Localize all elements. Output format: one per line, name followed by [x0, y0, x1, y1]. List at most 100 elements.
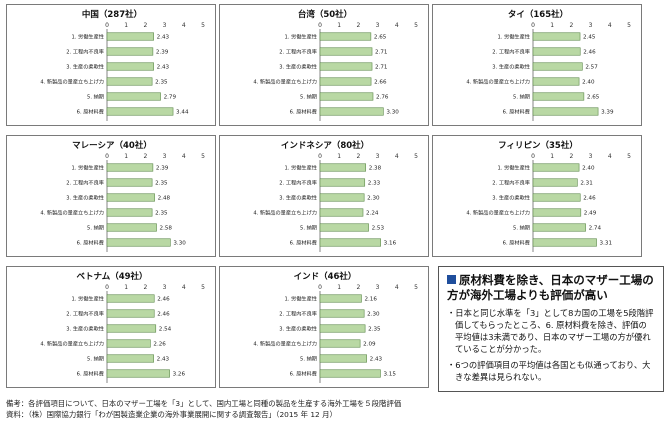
- value-label: 2.79: [164, 95, 177, 101]
- category-label: 1. 労働生産性: [71, 295, 104, 303]
- category-label: 6. 原材料費: [290, 108, 317, 116]
- value-label: 2.30: [367, 196, 380, 202]
- value-label: 2.35: [155, 211, 168, 217]
- value-label: 3.30: [386, 110, 399, 116]
- axis-tick-label: 2: [143, 153, 147, 160]
- value-label: 2.65: [374, 35, 387, 41]
- category-label: 5. 納期: [87, 93, 104, 101]
- category-label: 5. 納期: [513, 224, 530, 232]
- bar: [106, 309, 155, 318]
- axis-tick-label: 5: [414, 22, 418, 29]
- value-label: 2.49: [584, 211, 597, 217]
- value-label: 2.09: [363, 342, 376, 348]
- chart-panel-indonesia: インドネシア（80社） 0 1 2 3 4 5 1. 労働生産性 2.38 2. 工程内不良率 2.…: [219, 135, 429, 257]
- bar: [106, 107, 174, 116]
- bar: [532, 163, 580, 172]
- axis-tick-label: 0: [318, 22, 322, 29]
- value-label: 2.53: [372, 226, 385, 232]
- bar: [319, 92, 374, 101]
- value-label: 2.16: [364, 297, 377, 303]
- axis-tick-label: 5: [201, 284, 205, 291]
- category-label: 2. 工程内不良率: [492, 179, 530, 187]
- axis-tick-label: 0: [105, 153, 109, 160]
- category-label: 4. 新製品の量産立ち上げ力: [253, 78, 317, 86]
- category-label: 3. 生産の柔軟性: [279, 63, 317, 71]
- category-label: 4. 新製品の量産立ち上げ力: [253, 209, 317, 217]
- axis-tick-label: 4: [608, 153, 612, 160]
- axis-tick-label: 4: [395, 284, 399, 291]
- value-label: 2.54: [159, 327, 172, 333]
- chart-panel-thailand: タイ（165社） 0 1 2 3 4 5 1. 労働生産性 2.45 2. 工程内不良率 2.46 3…: [432, 4, 642, 126]
- bar: [319, 62, 373, 71]
- value-label: 3.31: [600, 241, 613, 247]
- category-label: 5. 納期: [87, 224, 104, 232]
- summary-note-item-2: ・6つの評価項目の平均値は各国とも似通っており、大きな差異は見られない。: [447, 360, 651, 382]
- bar: [319, 294, 362, 303]
- axis-tick-label: 3: [163, 22, 167, 29]
- bar: [532, 208, 582, 217]
- category-label: 3. 生産の柔軟性: [66, 63, 104, 71]
- value-label: 2.43: [157, 357, 170, 363]
- value-label: 2.46: [157, 297, 170, 303]
- bar: [106, 223, 157, 232]
- value-label: 2.46: [157, 312, 170, 318]
- bar: [532, 32, 581, 41]
- category-label: 5. 納期: [300, 224, 317, 232]
- category-label: 1. 労働生産性: [71, 164, 104, 172]
- value-label: 2.33: [368, 181, 381, 187]
- category-label: 1. 労働生産性: [71, 33, 104, 41]
- bar: [106, 163, 154, 172]
- value-label: 2.45: [583, 35, 596, 41]
- value-label: 2.46: [583, 50, 596, 56]
- value-label: 2.43: [157, 35, 170, 41]
- chart-panel-malaysia: マレーシア（40社） 0 1 2 3 4 5 1. 労働生産性 2.39 2. 工程内不良率 2.3…: [6, 135, 216, 257]
- bar: [319, 107, 384, 116]
- axis-tick-label: 4: [182, 22, 186, 29]
- bar: [319, 178, 366, 187]
- category-label: 3. 生産の柔軟性: [492, 194, 530, 202]
- bar-chart-svg: インドネシア（80社） 0 1 2 3 4 5 1. 労働生産性 2.38 2. 工程内不良率 2.…: [253, 140, 418, 252]
- axis-tick-label: 1: [550, 153, 554, 160]
- value-label: 2.24: [366, 211, 379, 217]
- axis-tick-label: 1: [337, 284, 341, 291]
- chart-title: 台湾（50社）: [298, 9, 352, 20]
- category-label: 6. 原材料費: [503, 108, 530, 116]
- summary-note-title: 原材料費を除き、日本のマザー工場の方が海外工場よりも評価が高い: [447, 273, 654, 302]
- category-label: 4. 新製品の量産立ち上げ力: [253, 340, 317, 348]
- axis-tick-label: 3: [376, 284, 380, 291]
- value-label: 2.48: [158, 196, 171, 202]
- bar: [532, 62, 583, 71]
- category-label: 1. 労働生産性: [284, 164, 317, 172]
- category-label: 4. 新製品の量産立ち上げ力: [40, 78, 104, 86]
- axis-tick-label: 4: [182, 284, 186, 291]
- value-label: 3.16: [384, 241, 397, 247]
- category-label: 5. 納期: [513, 93, 530, 101]
- chart-title: マレーシア（40社）: [72, 140, 152, 151]
- axis-tick-label: 1: [337, 153, 341, 160]
- bar: [106, 32, 154, 41]
- category-label: 6. 原材料費: [290, 370, 317, 378]
- value-label: 2.31: [580, 181, 593, 187]
- summary-note-title-row: 原材料費を除き、日本のマザー工場の方が海外工場よりも評価が高い: [447, 273, 655, 303]
- bar: [532, 92, 585, 101]
- category-label: 6. 原材料費: [77, 370, 104, 378]
- axis-tick-label: 5: [414, 284, 418, 291]
- category-label: 2. 工程内不良率: [279, 179, 317, 187]
- chart-panel-china: 中国（287社） 0 1 2 3 4 5 1. 労働生産性 2.43 2. 工程内不良率 2.39 3…: [6, 4, 216, 126]
- category-label: 4. 新製品の量産立ち上げ力: [40, 340, 104, 348]
- value-label: 2.38: [369, 166, 382, 172]
- axis-tick-label: 0: [531, 153, 535, 160]
- value-label: 2.66: [374, 80, 387, 86]
- bar: [532, 238, 597, 247]
- category-label: 2. 工程内不良率: [279, 48, 317, 56]
- bar: [532, 47, 581, 56]
- value-label: 2.26: [153, 342, 166, 348]
- axis-tick-label: 2: [569, 153, 573, 160]
- value-label: 2.35: [155, 181, 168, 187]
- axis-tick-label: 2: [143, 284, 147, 291]
- bar-chart-svg: フィリピン（35社） 0 1 2 3 4 5 1. 労働生産性 2.40 2. 工程内不良率 2.3…: [466, 140, 631, 252]
- bar: [106, 193, 155, 202]
- chart-title: タイ（165社）: [508, 9, 568, 20]
- summary-note-box: 原材料費を除き、日本のマザー工場の方が海外工場よりも評価が高い ・日本と同じ水準…: [438, 266, 664, 392]
- category-label: 1. 労働生産性: [284, 295, 317, 303]
